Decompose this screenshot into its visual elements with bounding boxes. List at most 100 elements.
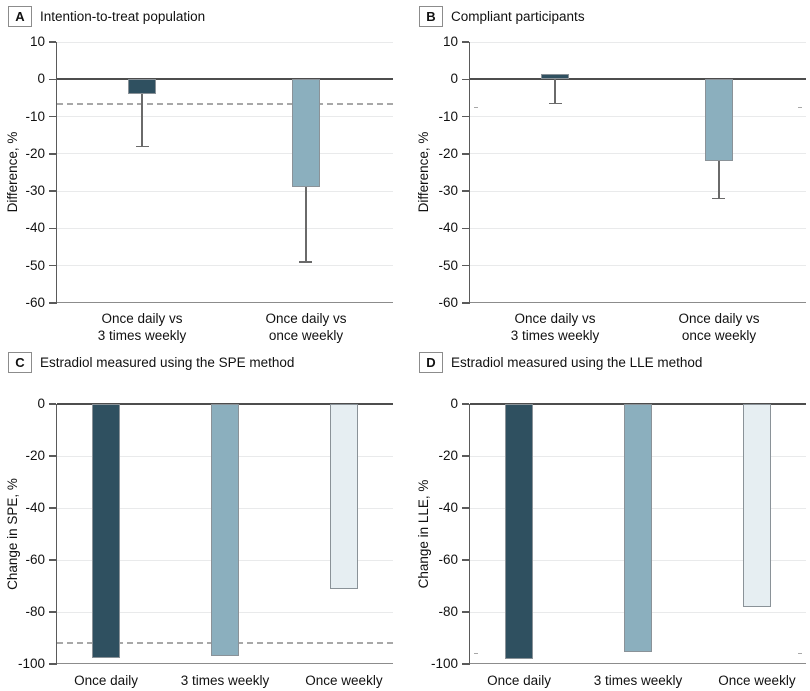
y-axis-line <box>468 403 470 665</box>
y-tick-label: -10 <box>25 108 45 124</box>
y-tick <box>49 455 56 457</box>
bottom-axis-line <box>57 662 393 664</box>
y-tick <box>49 663 56 665</box>
y-tick-label: -40 <box>438 500 458 515</box>
y-tick-label: -80 <box>25 604 45 619</box>
y-tick <box>462 41 469 43</box>
y-tick <box>49 41 56 43</box>
y-tick-label: -80 <box>438 604 458 619</box>
gridline <box>470 41 806 43</box>
y-tick <box>49 264 56 267</box>
panel-letter-badge: A <box>8 6 32 27</box>
y-tick-label: -30 <box>438 183 458 199</box>
plot-area-a: 10 0 -10 -20 -30 -40 -50 -60 Once daily vs 3 tim… <box>25 34 393 343</box>
y-tick <box>49 227 56 230</box>
y-tick-label: -50 <box>438 257 458 273</box>
x-category-label: Once daily <box>487 673 551 688</box>
error-bar-cap <box>135 145 149 147</box>
y-tick <box>49 611 56 613</box>
y-tick-label: -40 <box>25 500 45 515</box>
reference-dashed-line <box>57 102 393 105</box>
y-tick <box>49 78 56 81</box>
error-bar-cap <box>548 102 562 105</box>
y-tick <box>49 153 56 155</box>
bar-3-times-weekly <box>624 404 652 653</box>
panel-title: Intention-to-treat population <box>40 9 206 24</box>
zero-line <box>470 78 806 81</box>
y-tick-label: -60 <box>25 552 45 567</box>
zero-line <box>57 403 393 405</box>
y-tick <box>49 190 56 192</box>
y-tick <box>49 507 56 509</box>
y-tick <box>462 507 469 509</box>
bar-once-daily-vs-once-weekly <box>704 79 733 162</box>
gridline <box>57 153 393 155</box>
bottom-axis-line <box>57 301 393 303</box>
y-tick-label: -100 <box>17 656 45 671</box>
gridline <box>470 265 806 267</box>
y-axis-line <box>55 41 57 304</box>
panel-title: Estradiol measured using the SPE method <box>40 355 295 370</box>
plot-area-d: 0 -20 -40 -60 -80 -100 Once daily 3 times weekl… <box>431 396 806 688</box>
y-tick-label: 0 <box>450 396 458 411</box>
panel-a-header: A Intention-to-treat population <box>8 6 205 27</box>
y-tick <box>49 559 56 561</box>
zero-line <box>57 78 393 81</box>
panel-b: B Compliant participants Difference, % 1… <box>405 0 810 345</box>
panel-a: A Intention-to-treat population Differen… <box>0 0 405 345</box>
y-tick-label: -20 <box>438 145 458 161</box>
y-tick-label: -100 <box>430 656 458 671</box>
x-category-label: Once daily vs 3 times weekly <box>97 311 187 343</box>
y-tick-label: 0 <box>450 71 458 87</box>
gridline <box>470 153 806 155</box>
panel-title: Compliant participants <box>451 9 585 24</box>
y-tick-label: -60 <box>438 552 458 567</box>
x-category-label: Once daily vs once weekly <box>265 311 347 343</box>
error-bar-line <box>554 79 556 104</box>
panel-d: D Estradiol measured using the LLE metho… <box>405 345 810 691</box>
y-tick-label: -20 <box>25 145 45 161</box>
bar-once-daily-vs-once-weekly <box>291 79 320 188</box>
y-tick <box>462 115 469 118</box>
panel-c: C Estradiol measured using the SPE metho… <box>0 345 405 691</box>
x-category-label: Once weekly <box>305 673 383 688</box>
y-tick-label: -20 <box>438 448 458 463</box>
y-tick-label: -50 <box>25 257 45 273</box>
bottom-axis-line <box>470 662 806 664</box>
panel-b-header: B Compliant participants <box>419 6 585 27</box>
gridline <box>470 227 806 229</box>
y-tick <box>462 78 469 81</box>
panel-letter-badge: C <box>8 352 32 373</box>
y-axis-title: Difference, % <box>416 131 431 213</box>
plot-area-b: 10 0 -10 -20 -30 -40 -50 -60 Once daily vs 3 tim… <box>438 34 806 343</box>
y-tick-label: 10 <box>442 34 458 49</box>
y-tick <box>462 227 469 230</box>
y-axis-line <box>55 403 57 665</box>
y-tick <box>49 302 56 304</box>
y-tick <box>462 302 469 304</box>
bar-3-times-weekly <box>211 404 239 657</box>
y-tick <box>462 455 469 457</box>
gridline <box>57 265 393 267</box>
y-tick <box>462 559 469 561</box>
gridline <box>57 116 393 118</box>
error-bar-line <box>718 161 720 199</box>
panel-c-header: C Estradiol measured using the SPE metho… <box>8 352 294 373</box>
error-bar-cap <box>299 261 313 263</box>
plot-area-c: 0 -20 -40 -60 -80 -100 Once daily 3 times weekl… <box>18 396 393 688</box>
y-tick <box>462 611 469 613</box>
y-tick-label: 0 <box>37 396 45 411</box>
x-category-label: Once daily <box>74 673 138 688</box>
edge-dash-right <box>798 652 802 655</box>
bar-once-weekly <box>329 404 358 589</box>
bar-once-daily <box>505 404 534 659</box>
y-tick-label: 0 <box>37 71 45 87</box>
bar-once-daily-vs-3-times-weekly <box>541 74 569 80</box>
gridline <box>470 116 806 118</box>
gridline <box>470 190 806 192</box>
x-category-label: Once daily vs once weekly <box>678 311 760 343</box>
y-tick-label: -60 <box>25 295 45 310</box>
edge-dash-left <box>474 106 478 108</box>
y-axis-line <box>468 41 470 304</box>
error-bar-line <box>141 94 143 147</box>
